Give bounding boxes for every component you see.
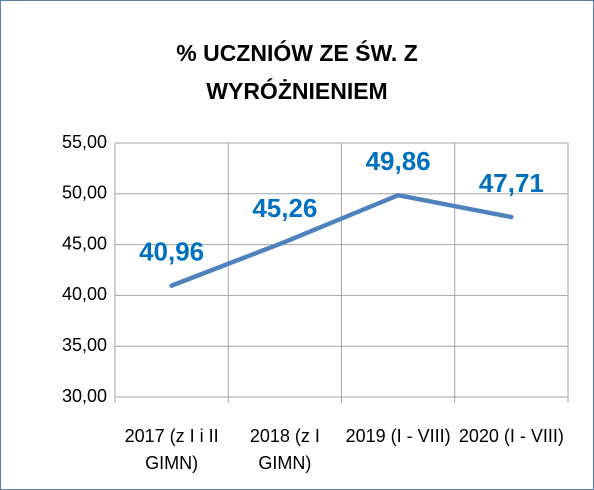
y-tick-label: 55,00 <box>62 132 107 152</box>
y-tick-label: 40,00 <box>62 284 107 304</box>
x-tick-label: 2020 (I - VIII) <box>458 426 564 446</box>
y-tick-label: 30,00 <box>62 386 107 406</box>
x-tick-label: 2017 (z I i II GIMN) <box>124 426 219 473</box>
y-tick-label: 50,00 <box>62 183 107 203</box>
data-label: 49,86 <box>366 146 431 176</box>
data-label: 40,96 <box>139 237 204 267</box>
data-label: 47,71 <box>479 168 544 198</box>
data-label: 45,26 <box>252 193 317 223</box>
x-tick-label: 2018 (z I GIMN) <box>249 426 320 473</box>
y-tick-label: 45,00 <box>62 233 107 253</box>
chart-title: % UCZNIÓW ZE ŚW. Z WYRÓŻNIENIEM <box>176 40 418 104</box>
y-tick-label: 35,00 <box>62 335 107 355</box>
x-tick-label: 2019 (I - VIII) <box>345 426 451 446</box>
series-line <box>169 192 514 288</box>
